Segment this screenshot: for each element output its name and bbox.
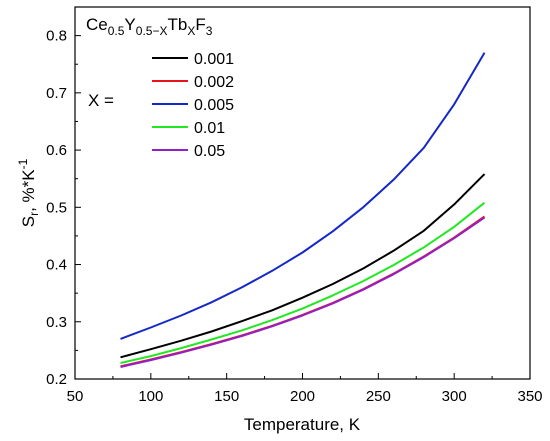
series-line-0.005: [120, 52, 486, 340]
legend-label-0.005: 0.005: [194, 97, 234, 114]
series-line-0.05: [120, 216, 486, 368]
legend-label-0.05: 0.05: [194, 143, 225, 160]
series-line-0.01: [120, 201, 486, 364]
x-tick-label: 150: [214, 388, 239, 405]
x-axis-title: Temperature, K: [244, 415, 361, 434]
y-tick-label: 0.4: [46, 257, 67, 274]
legend-label-0.002: 0.002: [194, 74, 234, 91]
x-tick-label: 300: [442, 388, 467, 405]
legend-title-part: 0.5−X: [136, 24, 168, 38]
legend-title-part: Ce: [86, 15, 108, 34]
x-tick-label: 100: [138, 388, 163, 405]
legend-title-part: X: [187, 24, 195, 38]
legend-label-0.01: 0.01: [194, 120, 225, 137]
legend: 0.001 0.002 0.005 0.01 0.05: [152, 51, 234, 160]
y-tick-label: 0.5: [46, 199, 67, 216]
legend-variable-label: X =: [88, 91, 114, 110]
x-axis-ticks: 50 100 150 200 250 300 350: [67, 373, 543, 405]
legend-title-part: Tb: [167, 15, 187, 34]
plot-frame: [74, 6, 531, 380]
legend-label-0.001: 0.001: [194, 51, 234, 68]
y-tick-label: 0.8: [46, 28, 67, 45]
series-lines: [120, 52, 486, 368]
y-axis-title: Sr, %*K-1: [16, 158, 41, 227]
y-tick-label: 0.7: [46, 85, 67, 102]
series-line-0.001: [120, 173, 486, 359]
x-tick-label: 250: [366, 388, 391, 405]
y-axis-ticks: 0.2 0.3 0.4 0.5 0.6 0.7 0.8: [46, 6, 81, 388]
series-line-0.002: [120, 215, 486, 368]
legend-title-part: Y: [124, 15, 135, 34]
y-tick-label: 0.6: [46, 142, 67, 159]
legend-title-part: 3: [206, 24, 213, 38]
x-tick-label: 200: [290, 388, 315, 405]
legend-title: Ce0.5Y0.5−XTbXF3: [86, 15, 213, 38]
x-tick-label: 350: [517, 388, 542, 405]
y-tick-label: 0.2: [46, 371, 67, 388]
x-tick-label: 50: [67, 388, 84, 405]
y-tick-label: 0.3: [46, 314, 67, 331]
legend-title-part: 0.5: [108, 24, 125, 38]
legend-title-part: F: [195, 15, 205, 34]
